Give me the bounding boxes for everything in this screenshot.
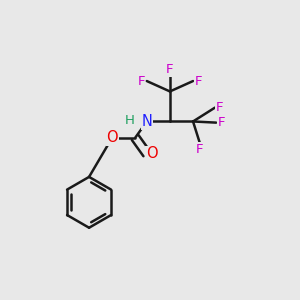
Text: N: N [141,114,152,129]
Text: H: H [124,114,134,127]
Text: F: F [196,143,204,156]
Text: F: F [216,101,223,114]
Text: F: F [218,116,226,129]
Text: F: F [166,63,174,76]
Text: F: F [195,74,202,88]
Text: O: O [146,146,157,161]
Text: O: O [106,130,118,145]
Text: F: F [137,74,145,88]
